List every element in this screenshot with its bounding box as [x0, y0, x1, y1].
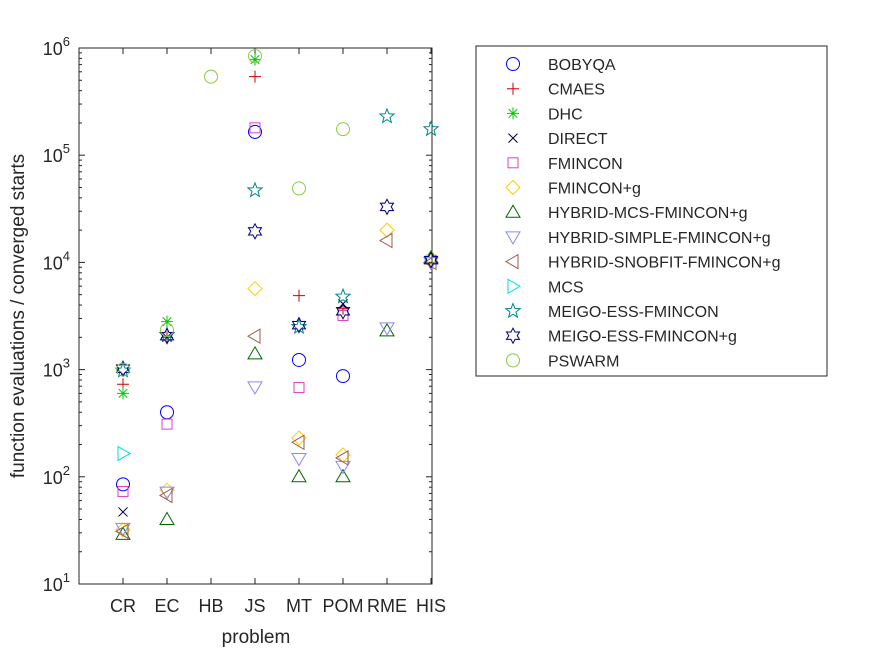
legend-label-hybrid-snobfit-fmincon-g: HYBRID-SNOBFIT-FMINCON+g	[548, 255, 780, 272]
point-hybrid-snobfit-fmincon-g-pom	[335, 450, 349, 466]
legend-label-pswarm: PSWARM	[548, 353, 619, 370]
x-tick-label-hb: HB	[198, 596, 223, 616]
x-tick-label-pom: POM	[322, 596, 363, 616]
point-hybrid-mcs-fmincon-g-mt	[291, 468, 307, 483]
legend-marker-direct	[508, 133, 518, 143]
x-tick-label-mt: MT	[286, 596, 312, 616]
point-hybrid-simple-fmincon-g-js	[247, 381, 263, 395]
point-hybrid-snobfit-fmincon-g-rme	[379, 232, 393, 249]
point-fmincon-g-ec	[159, 482, 175, 498]
legend-marker-cmaes	[507, 82, 519, 95]
legend-label-fmincon-g: FMINCON+g	[548, 181, 641, 198]
y-tick-label: 101	[43, 570, 70, 595]
y-axis: 101 102 103 104 105 106	[43, 34, 432, 595]
data-points	[114, 49, 440, 540]
x-tick-label-his: HIS	[416, 596, 446, 616]
legend-label-cmaes: CMAES	[548, 82, 605, 99]
legend-label-dhc: DHC	[548, 106, 583, 123]
point-hybrid-snobfit-fmincon-g-js	[247, 328, 261, 345]
legend-box	[475, 45, 828, 377]
point-hybrid-mcs-fmincon-g-ec	[159, 511, 175, 525]
x-tick-label-cr: CR	[110, 596, 136, 616]
point-hybrid-snobfit-fmincon-g-ec	[159, 487, 173, 504]
point-meigo-ess-fmincon-js	[246, 181, 264, 198]
legend-marker-mcs	[507, 278, 521, 295]
point-cmaes-mt	[293, 289, 305, 302]
x-tick-label-ec: EC	[154, 596, 179, 616]
point-pswarm-ec	[160, 322, 174, 337]
x-axis-label: problem	[222, 627, 291, 648]
legend-marker-pswarm	[506, 353, 520, 368]
point-meigo-ess-fmincon-g-pom	[335, 302, 351, 320]
point-bobyqa-pom	[336, 369, 350, 384]
x-tick-label-js: JS	[244, 596, 265, 616]
legend-marker-dhc	[507, 107, 519, 120]
y-tick-label: 102	[43, 463, 70, 488]
point-bobyqa-js	[248, 124, 262, 139]
point-dhc-ec	[161, 315, 173, 328]
legend-label-direct: DIRECT	[548, 131, 608, 148]
point-pswarm-mt	[292, 181, 306, 196]
legend-marker-hybrid-simple-fmincon-g	[505, 231, 521, 245]
legend-marker-meigo-ess-fmincon-g	[505, 327, 521, 345]
legend: BOBYQA CMAES DHC DIRECT FMINCON FMINCON+g HYBR…	[475, 45, 828, 377]
point-hybrid-mcs-fmincon-g-pom	[335, 468, 351, 483]
point-fmincon-ec	[161, 418, 173, 430]
legend-label-hybrid-mcs-fmincon-g: HYBRID-MCS-FMINCON+g	[548, 205, 748, 222]
point-cmaes-js	[249, 70, 261, 83]
legend-marker-bobyqa	[506, 57, 520, 71]
point-hybrid-snobfit-fmincon-g-mt	[291, 434, 305, 451]
point-hybrid-simple-fmincon-g-mt	[291, 453, 307, 467]
point-hybrid-simple-fmincon-g-rme	[379, 322, 395, 336]
point-mcs-cr	[117, 445, 131, 462]
y-tick-label: 105	[43, 141, 70, 166]
point-direct-cr	[118, 507, 128, 517]
plot-area	[78, 47, 433, 585]
y-tick-label: 103	[43, 356, 70, 381]
point-meigo-ess-fmincon-his	[422, 120, 440, 137]
legend-label-mcs: MCS	[548, 279, 584, 296]
legend-marker-meigo-ess-fmincon	[504, 302, 522, 319]
point-meigo-ess-fmincon-rme	[378, 107, 396, 124]
y-tick-label: 106	[43, 34, 70, 59]
legend-marker-hybrid-snobfit-fmincon-g	[505, 253, 519, 270]
axes-box	[78, 47, 433, 585]
point-hybrid-mcs-fmincon-g-js	[247, 345, 263, 360]
x-axis: CR EC HB JS MT POM RME HIS	[110, 48, 446, 616]
legend-label-bobyqa: BOBYQA	[548, 57, 616, 74]
legend-label-meigo-ess-fmincon-g: MEIGO-ESS-FMINCON+g	[548, 329, 737, 346]
point-fmincon-cr	[117, 485, 129, 497]
point-pswarm-cr	[116, 362, 130, 377]
point-fmincon-g-js	[247, 280, 263, 297]
point-fmincon-mt	[293, 382, 305, 394]
legend-marker-fmincon-g	[505, 179, 521, 196]
point-meigo-ess-fmincon-mt	[290, 317, 308, 335]
point-meigo-ess-fmincon-cr	[114, 361, 132, 378]
legend-label-fmincon: FMINCON	[548, 156, 623, 173]
point-meigo-ess-fmincon-pom	[334, 287, 352, 304]
point-fmincon-js	[249, 122, 261, 134]
point-dhc-js	[249, 53, 261, 66]
point-meigo-ess-fmincon-g-his	[423, 251, 439, 269]
point-hybrid-simple-fmincon-g-pom	[335, 460, 351, 475]
legend-label-meigo-ess-fmincon: MEIGO-ESS-FMINCON	[548, 304, 719, 321]
point-bobyqa-cr	[116, 477, 130, 492]
legend-marker-fmincon	[507, 157, 519, 169]
x-tick-label-rme: RME	[367, 596, 407, 616]
point-pswarm-js	[248, 49, 262, 64]
y-axis-label: function evaluations / converged starts	[8, 154, 29, 478]
point-pswarm-pom	[336, 122, 350, 137]
point-meigo-ess-fmincon-g-mt	[291, 316, 307, 334]
point-meigo-ess-fmincon-g-js	[247, 222, 263, 240]
point-meigo-ess-fmincon-g-rme	[379, 198, 395, 216]
point-bobyqa-mt	[292, 352, 306, 367]
point-fmincon-g-rme	[379, 222, 395, 238]
legend-marker-hybrid-mcs-fmincon-g	[505, 204, 521, 218]
legend-label-hybrid-simple-fmincon-g: HYBRID-SIMPLE-FMINCON+g	[548, 230, 771, 247]
point-dhc-cr	[117, 387, 129, 400]
y-tick-label: 104	[43, 248, 70, 273]
point-pswarm-hb	[204, 69, 218, 84]
point-hybrid-snobfit-fmincon-g-cr	[115, 523, 129, 540]
